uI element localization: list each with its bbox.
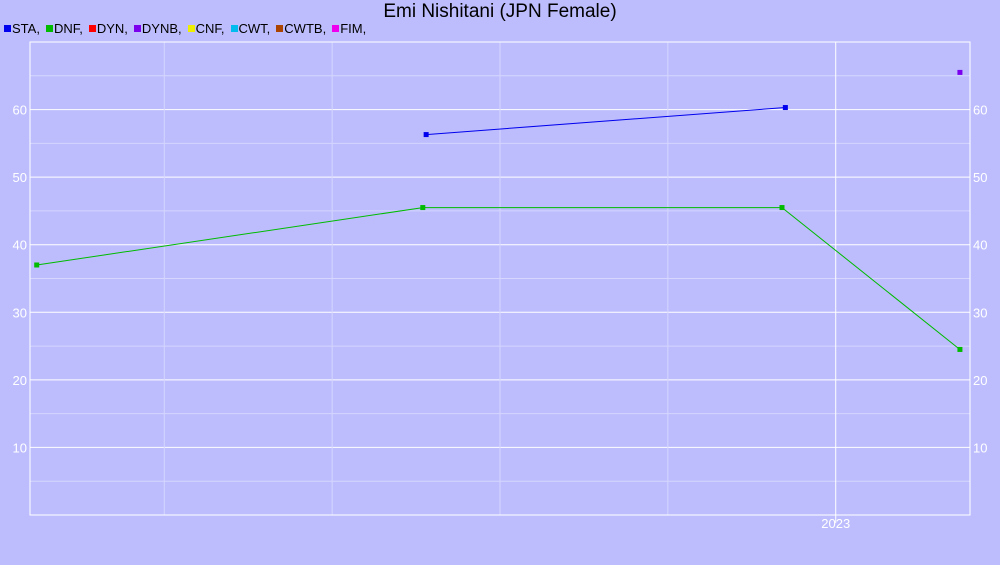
legend-swatch <box>88 24 96 32</box>
data-point-sta <box>782 105 788 111</box>
legend-item-fim: FIM, <box>332 20 366 36</box>
y-tick-label-left: 20 <box>13 373 27 388</box>
legend-swatch <box>230 24 238 32</box>
data-point-dnf <box>34 262 40 268</box>
y-tick-label-left: 30 <box>13 305 27 320</box>
legend-label: DYNB, <box>141 20 182 36</box>
legend-item-cwtb: CWTB, <box>276 20 326 36</box>
data-point-dnf <box>779 205 785 211</box>
legend-item-sta: STA, <box>4 20 40 36</box>
y-tick-label-right: 40 <box>973 238 987 253</box>
y-tick-label-right: 30 <box>973 305 987 320</box>
data-point-sta <box>423 132 429 138</box>
legend-swatch <box>276 24 284 32</box>
legend-label: CWTB, <box>284 20 327 36</box>
data-point-dnf <box>420 205 426 211</box>
legend-label: CWT, <box>238 20 271 36</box>
legend-item-dnf: DNF, <box>45 20 83 36</box>
legend-label: FIM, <box>340 20 367 36</box>
y-tick-label-right: 20 <box>973 373 987 388</box>
legend: STA, DNF, DYN, DYNB, CNF, CWT, CWTB, FIM, <box>4 20 372 36</box>
legend-swatch <box>187 24 195 32</box>
y-tick-label-right: 10 <box>973 440 987 455</box>
plot-border <box>29 41 971 516</box>
series-line-sta <box>426 107 786 136</box>
y-tick-label-left: 40 <box>13 238 27 253</box>
legend-swatch <box>332 24 340 32</box>
legend-item-dyn: DYN, <box>88 20 128 36</box>
legend-item-cnf: CNF, <box>187 20 225 36</box>
legend-swatch <box>133 24 141 32</box>
legend-swatch <box>45 24 53 32</box>
y-tick-label-left: 10 <box>13 440 27 455</box>
x-tick-label: 2023 <box>821 516 850 531</box>
legend-swatch <box>4 24 11 32</box>
legend-item-dynb: DYNB, <box>133 20 182 36</box>
y-tick-label-right: 60 <box>973 103 987 118</box>
y-tick-label-left: 60 <box>13 103 27 118</box>
legend-label: DNF, <box>53 20 83 36</box>
legend-label: STA, <box>12 20 40 36</box>
data-point-dnf <box>957 346 963 352</box>
legend-label: DYN, <box>96 20 128 36</box>
chart-title: Emi Nishitani (JPN Female) <box>383 1 617 22</box>
legend-label: CNF, <box>195 20 225 36</box>
y-tick-label-left: 50 <box>13 170 27 185</box>
series-line-dnf <box>36 207 961 350</box>
data-point-dynb <box>957 69 963 75</box>
y-tick-label-right: 50 <box>973 170 987 185</box>
legend-item-cwt: CWT, <box>230 20 271 36</box>
